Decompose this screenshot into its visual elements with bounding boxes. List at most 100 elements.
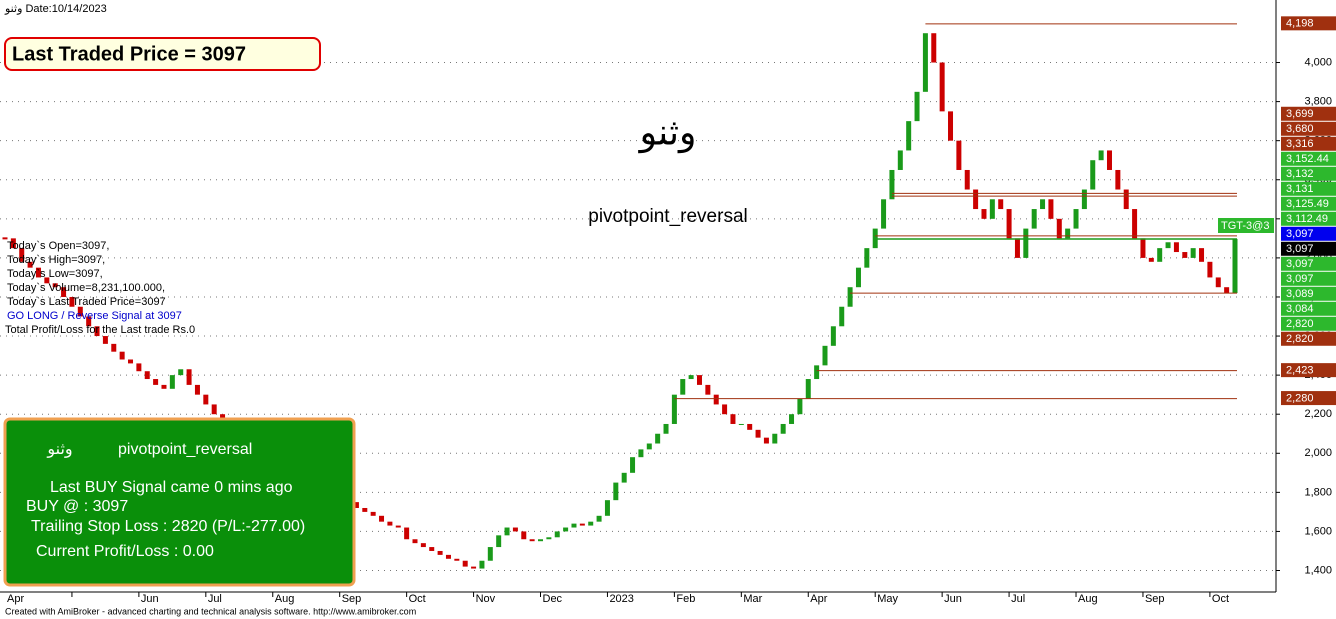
- price-label-box: [1281, 286, 1336, 301]
- candle: [571, 523, 577, 528]
- price-label: 3,152.44: [1286, 153, 1329, 165]
- candle: [429, 547, 435, 551]
- price-label: 3,089: [1286, 288, 1314, 300]
- price-label: 3,316: [1286, 138, 1314, 150]
- candle: [362, 507, 368, 512]
- candle: [855, 267, 861, 288]
- x-tick-label: Jun: [944, 593, 962, 605]
- price-label-box: [1281, 256, 1336, 271]
- candle: [1065, 228, 1071, 239]
- candle: [61, 287, 67, 297]
- candle: [688, 375, 694, 380]
- price-label: 3,097: [1286, 228, 1314, 240]
- candle: [630, 457, 636, 473]
- candle: [211, 404, 217, 415]
- candle: [839, 306, 845, 327]
- candle: [680, 379, 686, 395]
- candle: [128, 359, 134, 364]
- candle: [136, 363, 142, 372]
- price-label-box: [1281, 121, 1336, 136]
- x-tick-label: Aug: [1078, 593, 1098, 605]
- candle: [847, 287, 853, 307]
- candle: [989, 199, 995, 219]
- candle: [563, 527, 569, 532]
- x-tick-label: Apr: [810, 593, 827, 605]
- candle: [554, 531, 560, 538]
- candle: [964, 169, 970, 190]
- candle: [420, 543, 426, 548]
- candle: [713, 394, 719, 405]
- x-tick-label: Apr: [7, 593, 24, 605]
- y-tick-label: 1,400: [1304, 564, 1332, 576]
- candle: [1014, 238, 1020, 258]
- candle: [119, 351, 125, 360]
- candle: [94, 326, 100, 337]
- price-label: 3,112.49: [1286, 213, 1328, 225]
- candle: [144, 371, 150, 380]
- y-tick-label: 1,600: [1304, 525, 1332, 537]
- candle: [830, 326, 836, 346]
- candle: [881, 199, 887, 229]
- candle: [1207, 261, 1213, 278]
- x-tick-label: Aug: [275, 593, 295, 605]
- x-tick-label: Jul: [1011, 593, 1025, 605]
- symbol: وثنو: [638, 112, 697, 154]
- candle: [1148, 257, 1154, 262]
- price-label-box: [1281, 241, 1336, 256]
- price-label: 3,084: [1286, 303, 1314, 315]
- y-tick-label: 2,000: [1304, 447, 1332, 459]
- y-tick-label: 2,200: [1304, 408, 1332, 420]
- candle: [747, 423, 753, 430]
- candle: [973, 189, 979, 210]
- candle: [1040, 199, 1046, 210]
- candle: [479, 560, 485, 569]
- candle: [512, 527, 518, 532]
- price-label-box: [1281, 226, 1336, 241]
- candle: [621, 472, 627, 483]
- candle: [1157, 248, 1163, 262]
- candle: [1106, 150, 1112, 170]
- x-tick-label: May: [877, 593, 898, 605]
- candle: [1073, 209, 1079, 229]
- y-tick-label: 1,800: [1304, 486, 1332, 498]
- price-label-box: [1281, 301, 1336, 316]
- price-label: 2,423: [1286, 365, 1314, 377]
- candle: [529, 539, 535, 542]
- candle: [1031, 209, 1037, 229]
- candle: [370, 511, 376, 516]
- candle: [161, 384, 167, 389]
- info: Today`s Low=3097,: [7, 268, 103, 280]
- candle: [663, 423, 669, 434]
- candle: [203, 394, 209, 405]
- candle: [1132, 209, 1138, 239]
- target-box: [1218, 218, 1274, 233]
- price-label: 3,097: [1286, 258, 1314, 270]
- price-label-box: [1281, 363, 1336, 378]
- candle: [445, 554, 451, 559]
- price-box: [4, 37, 321, 71]
- candle: [379, 515, 385, 522]
- signal: GO LONG / Reverse Signal at 3097: [7, 310, 182, 322]
- candle: [538, 539, 544, 542]
- candle: [487, 547, 493, 561]
- candle: [194, 384, 200, 395]
- candle: [738, 423, 744, 425]
- signal-panel: [3, 417, 356, 587]
- candle: [1140, 238, 1146, 258]
- candle: [86, 316, 92, 327]
- candle: [1215, 277, 1221, 288]
- candle: [404, 527, 410, 540]
- candle: [1123, 189, 1129, 210]
- candle: [387, 521, 393, 526]
- candle: [822, 345, 828, 366]
- candle: [1190, 248, 1196, 258]
- candle: [2, 237, 8, 240]
- price-label: 3,097: [1286, 273, 1314, 285]
- price-label-box: [1281, 271, 1336, 286]
- panel-line: Last BUY Signal came 0 mins ago: [50, 479, 293, 496]
- x-tick-label: Jun: [141, 593, 159, 605]
- candle: [169, 375, 175, 389]
- candle: [671, 394, 677, 424]
- candle: [981, 209, 987, 219]
- candle: [956, 140, 962, 170]
